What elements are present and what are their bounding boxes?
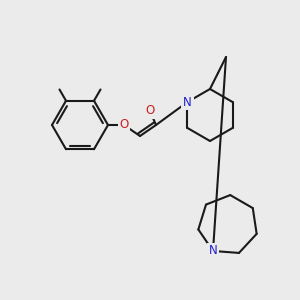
Text: N: N [183, 95, 192, 109]
Text: N: N [208, 244, 217, 257]
Text: O: O [119, 118, 129, 131]
Text: O: O [146, 104, 154, 118]
